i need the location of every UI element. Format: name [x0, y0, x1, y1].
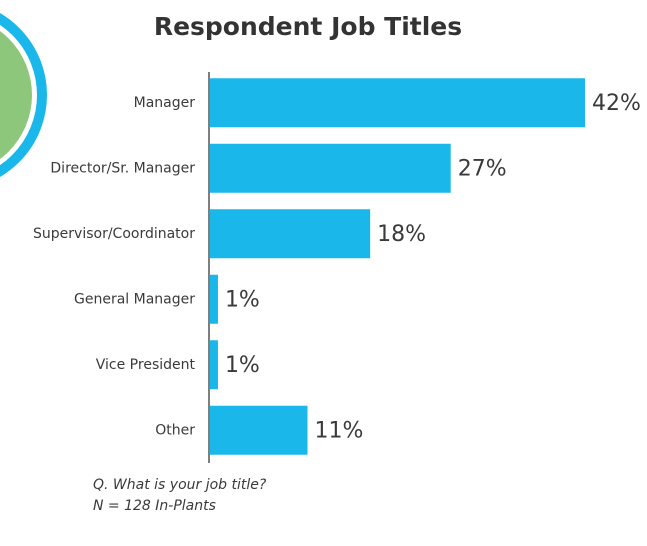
- category-label: Vice President: [96, 357, 196, 373]
- value-label: 11%: [314, 418, 363, 443]
- note: N = 128 In-Plants: [93, 498, 216, 514]
- bar: [210, 274, 218, 324]
- value-label: 1%: [225, 353, 260, 378]
- decoration-circle: [0, 31, 32, 159]
- bar: [210, 405, 308, 455]
- category-label: Director/Sr. Manager: [50, 160, 195, 176]
- category-label: Manager: [134, 95, 196, 111]
- value-label: 42%: [592, 91, 641, 116]
- bar: [210, 209, 371, 259]
- category-label: General Manager: [74, 291, 195, 307]
- bar: [210, 340, 218, 390]
- value-label: 27%: [458, 156, 507, 181]
- value-label: 18%: [377, 222, 426, 247]
- bar: [210, 78, 585, 128]
- category-label: Supervisor/Coordinator: [33, 226, 195, 242]
- note: Q. What is your job title?: [93, 477, 267, 493]
- chart-title: Respondent Job Titles: [154, 12, 462, 41]
- value-label: 1%: [225, 287, 260, 312]
- bar: [210, 143, 451, 193]
- category-label: Other: [155, 422, 195, 438]
